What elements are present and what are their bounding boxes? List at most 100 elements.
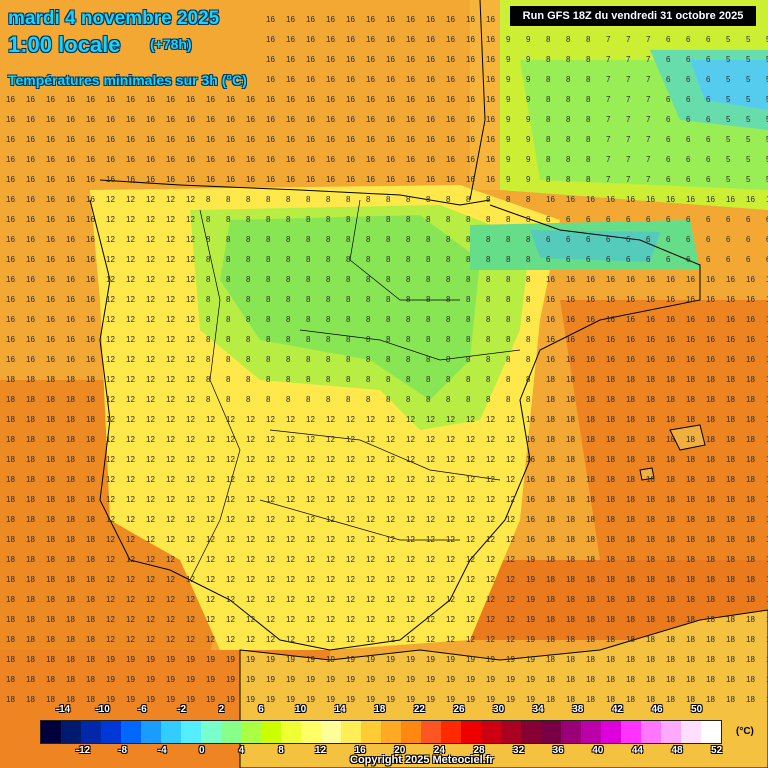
grid-value: 18 <box>26 415 35 424</box>
grid-value: 18 <box>26 475 35 484</box>
grid-value: 12 <box>226 455 235 464</box>
legend-tick-upper: 22 <box>413 704 425 715</box>
grid-value: 8 <box>526 395 531 404</box>
legend-tick-lower: 40 <box>592 745 604 756</box>
grid-value: 8 <box>486 235 491 244</box>
grid-value: 19 <box>526 575 535 584</box>
grid-value: 18 <box>726 435 735 444</box>
grid-value: 8 <box>406 275 411 284</box>
grid-value: 18 <box>46 595 55 604</box>
grid-value: 16 <box>546 275 555 284</box>
grid-value: 18 <box>586 695 595 704</box>
grid-value: 12 <box>146 315 155 324</box>
grid-value: 18 <box>626 695 635 704</box>
grid-value: 16 <box>46 315 55 324</box>
grid-value: 12 <box>166 255 175 264</box>
grid-value: 16 <box>46 195 55 204</box>
grid-value: 5 <box>746 55 751 64</box>
grid-value: 18 <box>566 375 575 384</box>
grid-value: 18 <box>66 415 75 424</box>
grid-value: 16 <box>726 295 735 304</box>
grid-value: 12 <box>306 455 315 464</box>
grid-value: 16 <box>106 135 115 144</box>
grid-value: 8 <box>246 375 251 384</box>
grid-value: 6 <box>686 235 691 244</box>
grid-value: 16 <box>666 195 675 204</box>
grid-value: 8 <box>466 335 471 344</box>
grid-value: 18 <box>606 375 615 384</box>
grid-value: 12 <box>146 435 155 444</box>
grid-value: 16 <box>186 175 195 184</box>
grid-value: 12 <box>466 595 475 604</box>
grid-value: 8 <box>286 395 291 404</box>
grid-value: 7 <box>626 55 631 64</box>
legend-swatch <box>561 721 581 743</box>
grid-value: 8 <box>206 395 211 404</box>
grid-value: 8 <box>466 315 471 324</box>
grid-value: 19 <box>146 675 155 684</box>
grid-value: 12 <box>486 515 495 524</box>
grid-value: 6 <box>726 255 731 264</box>
grid-value: 8 <box>506 195 511 204</box>
grid-value: 12 <box>466 555 475 564</box>
grid-value: 8 <box>386 375 391 384</box>
grid-value: 6 <box>546 235 551 244</box>
grid-value: 19 <box>126 675 135 684</box>
grid-value: 12 <box>266 415 275 424</box>
grid-value: 18 <box>566 475 575 484</box>
grid-value: 12 <box>166 235 175 244</box>
grid-value: 8 <box>266 335 271 344</box>
grid-value: 16 <box>346 175 355 184</box>
grid-value: 8 <box>406 375 411 384</box>
grid-value: 16 <box>106 155 115 164</box>
grid-value: 16 <box>626 355 635 364</box>
grid-value: 18 <box>586 415 595 424</box>
grid-value: 12 <box>206 475 215 484</box>
grid-value: 16 <box>306 155 315 164</box>
grid-value: 12 <box>106 575 115 584</box>
grid-value: 19 <box>186 655 195 664</box>
grid-value: 19 <box>246 655 255 664</box>
grid-value: 18 <box>26 375 35 384</box>
grid-value: 18 <box>666 395 675 404</box>
grid-value: 16 <box>26 115 35 124</box>
grid-value: 16 <box>66 275 75 284</box>
grid-value: 18 <box>86 375 95 384</box>
grid-value: 16 <box>386 55 395 64</box>
grid-value: 12 <box>486 455 495 464</box>
grid-value: 18 <box>606 455 615 464</box>
grid-value: 16 <box>546 295 555 304</box>
grid-value: 12 <box>466 415 475 424</box>
grid-value: 12 <box>246 615 255 624</box>
grid-value: 18 <box>706 375 715 384</box>
grid-value: 8 <box>566 155 571 164</box>
grid-value: 16 <box>346 15 355 24</box>
grid-value: 8 <box>266 235 271 244</box>
grid-value: 12 <box>406 535 415 544</box>
legend-tick-upper: 18 <box>374 704 386 715</box>
grid-value: 18 <box>626 415 635 424</box>
grid-value: 18 <box>766 595 768 604</box>
grid-value: 18 <box>706 675 715 684</box>
grid-value: 16 <box>6 235 15 244</box>
grid-value: 16 <box>586 195 595 204</box>
grid-value: 12 <box>286 475 295 484</box>
grid-value: 12 <box>386 475 395 484</box>
grid-value: 18 <box>686 395 695 404</box>
grid-value: 8 <box>526 375 531 384</box>
grid-value: 12 <box>386 575 395 584</box>
grid-value: 12 <box>306 475 315 484</box>
grid-value: 8 <box>386 195 391 204</box>
grid-value: 8 <box>526 275 531 284</box>
grid-value: 16 <box>306 135 315 144</box>
grid-value: 12 <box>306 515 315 524</box>
grid-value: 8 <box>406 255 411 264</box>
grid-value: 12 <box>446 475 455 484</box>
grid-value: 8 <box>226 355 231 364</box>
grid-value: 12 <box>346 595 355 604</box>
grid-value: 16 <box>406 155 415 164</box>
grid-value: 7 <box>646 95 651 104</box>
grid-value: 12 <box>366 495 375 504</box>
grid-value: 8 <box>386 255 391 264</box>
grid-value: 16 <box>386 155 395 164</box>
